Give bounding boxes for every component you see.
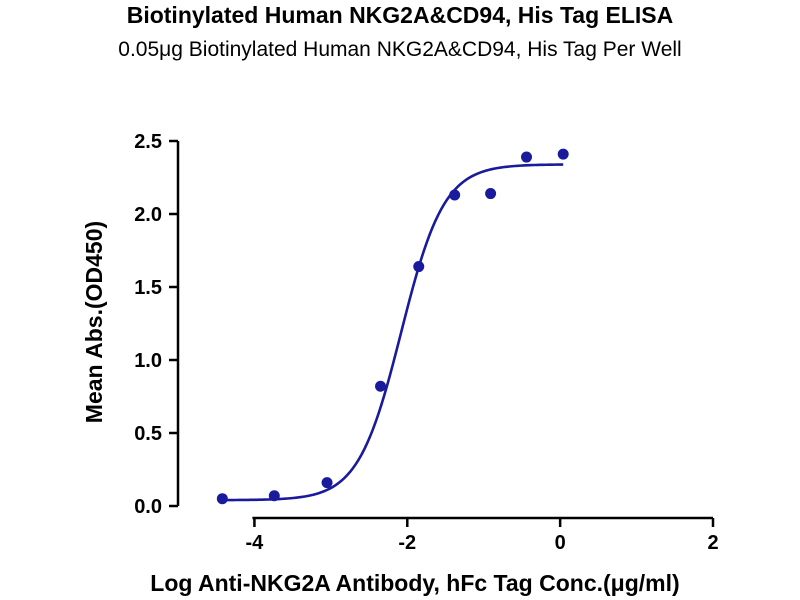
y-tick-label: 1.5	[134, 277, 162, 299]
y-axis-title: Mean Abs.(OD450)	[81, 221, 107, 423]
fit-curve	[222, 163, 564, 502]
data-point	[216, 493, 228, 505]
y-tick-label: 0.5	[134, 423, 162, 445]
axes: -4 -2 0 2 0.0 0.5 1.0 1.5 2.0 2.5	[134, 131, 718, 554]
data-point	[268, 490, 280, 502]
chart-subtitle: 0.05μg Biotinylated Human NKG2A&CD94, Hi…	[118, 38, 682, 61]
data-point	[413, 261, 425, 273]
chart-title: Biotinylated Human NKG2A&CD94, His Tag E…	[126, 2, 674, 28]
data-point	[375, 380, 387, 392]
y-tick-label: 2.0	[134, 204, 162, 226]
x-tick-label: -2	[398, 532, 416, 554]
data-points	[216, 148, 569, 505]
data-point	[321, 477, 333, 489]
y-tick-label: 0.0	[134, 496, 162, 518]
y-ticks: 0.0 0.5 1.0 1.5 2.0 2.5	[134, 131, 178, 518]
data-point	[449, 189, 461, 201]
y-tick-label: 1.0	[134, 350, 162, 372]
x-ticks: -4 -2 0 2	[246, 518, 719, 554]
x-tick-label: 2	[707, 532, 718, 554]
x-tick-label: 0	[555, 532, 566, 554]
data-point	[521, 151, 533, 163]
data-point	[485, 188, 497, 200]
y-tick-label: 2.5	[134, 131, 162, 153]
x-axis-title: Log Anti-NKG2A Antibody, hFc Tag Conc.(μ…	[150, 570, 679, 596]
data-point	[557, 148, 569, 160]
x-tick-label: -4	[246, 532, 265, 554]
